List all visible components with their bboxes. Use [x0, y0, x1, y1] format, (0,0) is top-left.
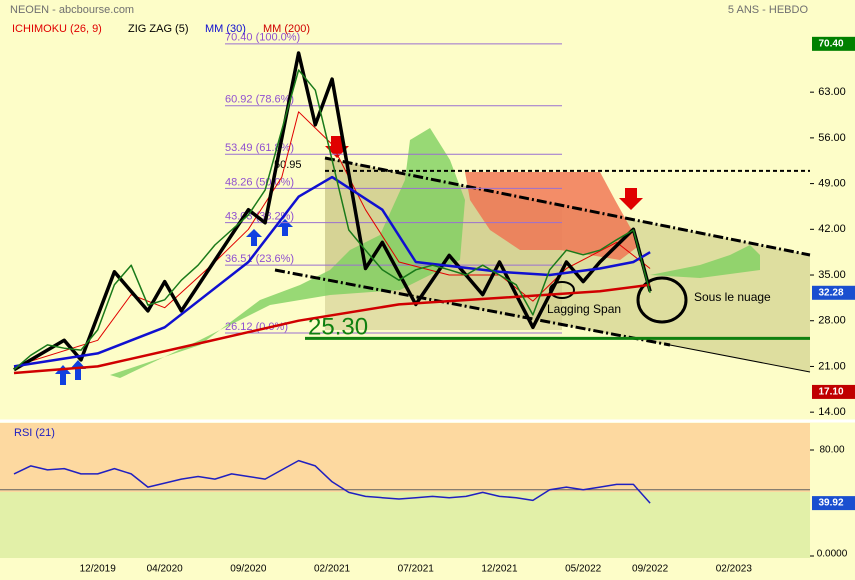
- indicator-line: [13, 175, 651, 368]
- x-tick-label: 02/2021: [314, 564, 351, 575]
- price-tag-label: 70.40: [818, 38, 843, 49]
- x-tick-label: 07/2021: [398, 564, 435, 575]
- channel-bottom: [274, 268, 671, 347]
- price-tag: [812, 384, 855, 399]
- y-tick-label: 42.00: [818, 223, 846, 235]
- x-tick-label: 02/2023: [716, 564, 753, 575]
- rsi-title: RSI (21): [14, 427, 55, 439]
- legend-entry: MM (30): [205, 23, 246, 35]
- legend-entry: ZIG ZAG (5): [128, 23, 189, 35]
- fib-label: 60.92 (78.6%): [225, 94, 294, 106]
- sell-arrow: [619, 188, 643, 210]
- x-tick-label: 12/2021: [481, 564, 518, 575]
- price-tag-label: 32.28: [818, 287, 843, 298]
- fib-label: 70.40 (100.0%): [225, 32, 300, 44]
- fib-label: 53.49 (61.8%): [225, 142, 294, 154]
- y-tick-label: 21.00: [818, 360, 846, 372]
- y-tick-label: 35.00: [818, 269, 846, 281]
- y-tick-label: 0.0000: [817, 549, 848, 560]
- note: Sous le nuage: [694, 290, 771, 304]
- price-tag: [812, 36, 855, 51]
- price-line: [13, 69, 651, 371]
- indicator-line: [13, 51, 652, 372]
- legend-entry: MM (200): [263, 23, 310, 35]
- header-period: 5 ANS - HEBDO: [728, 4, 809, 16]
- legend-entry: ICHIMOKU (26, 9): [12, 23, 102, 35]
- y-tick-label: 49.00: [818, 177, 846, 189]
- price-tag-label: 39.92: [818, 498, 843, 509]
- header-title: NEOEN - abcbourse.com: [10, 4, 134, 16]
- buy-arrow: [246, 229, 262, 246]
- y-tick-label: 56.00: [818, 132, 846, 144]
- indicator-line: [13, 283, 651, 375]
- x-tick-label: 12/2019: [80, 564, 117, 575]
- cloud-circle: [636, 276, 688, 324]
- resistance-label: 50.95: [274, 159, 302, 171]
- lagging-circle: [549, 281, 575, 299]
- rsi-line: [13, 459, 651, 504]
- channel-bottom-ext: [669, 344, 811, 373]
- cloud-green: [110, 128, 465, 378]
- y-tick-label: 63.00: [818, 86, 846, 98]
- note: Lagging Span: [547, 302, 621, 316]
- fib-label: 48.26 (50.0%): [225, 176, 294, 188]
- price-tag-label: 17.10: [818, 387, 843, 398]
- price-tag: [812, 496, 855, 511]
- buy-arrow: [70, 360, 86, 380]
- cloud-green-future: [650, 245, 760, 278]
- buy-arrow: [277, 219, 293, 236]
- x-tick-label: 04/2020: [147, 564, 184, 575]
- y-tick-label: 80.00: [819, 445, 844, 456]
- x-tick-label: 05/2022: [565, 564, 602, 575]
- fib-label: 36.51 (23.6%): [225, 253, 294, 265]
- price-tag: [812, 285, 855, 300]
- x-tick-label: 09/2020: [230, 564, 267, 575]
- fib-label: 26.12 (0.0%): [225, 321, 288, 333]
- x-tick-label: 09/2022: [632, 564, 669, 575]
- rsi-lower-zone: [0, 492, 810, 558]
- rsi-upper-zone: [0, 423, 810, 492]
- y-tick-label: 28.00: [818, 315, 846, 327]
- y-tick-label: 14.00: [818, 406, 846, 418]
- channel-top: [324, 156, 811, 257]
